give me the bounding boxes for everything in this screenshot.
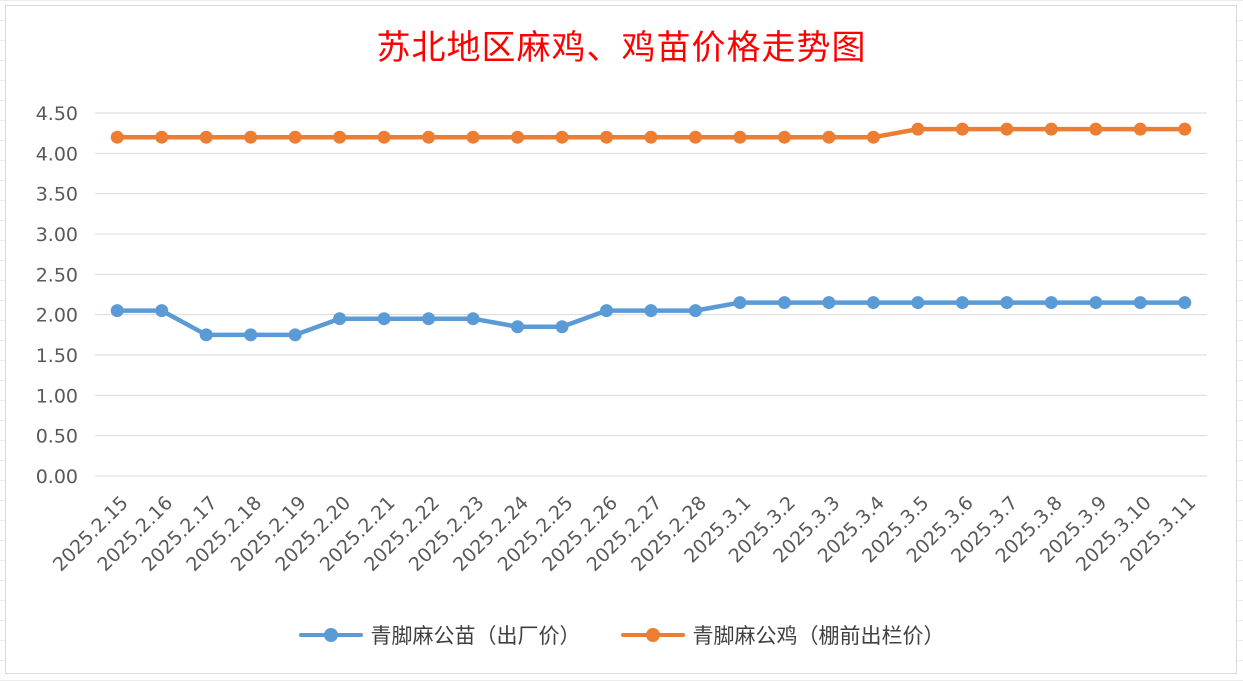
series-2-point [110,130,124,144]
y-tick-label: 0.00 [36,466,78,488]
y-tick-label: 3.00 [36,224,78,246]
series-2-point [688,130,702,144]
series-1-point [110,304,124,318]
series-1-point [555,320,569,334]
series-2-point [333,130,347,144]
series-1-point [511,320,525,334]
legend-item-1: 青脚麻公苗（出厂价） [298,620,581,650]
series-2-point [777,130,791,144]
legend-swatch [620,625,685,645]
y-tick-label: 2.00 [36,305,78,327]
series-1-point [377,312,391,326]
legend: 青脚麻公苗（出厂价） 青脚麻公鸡（棚前出栏价） [0,620,1243,650]
series-1-point [155,304,169,318]
series-1-point [733,296,747,310]
y-tick-label: 3.50 [36,184,78,206]
series-1-point [1000,296,1014,310]
series-2-point [1000,122,1014,136]
series-2-point [733,130,747,144]
series-1-point [644,304,658,318]
legend-item-2: 青脚麻公鸡（棚前出栏价） [620,620,945,650]
y-tick-label: 0.50 [36,426,78,448]
series-2-point [1133,122,1147,136]
series-2-point [1044,122,1058,136]
series-2-point [1089,122,1103,136]
y-tick-label: 2.50 [36,264,78,286]
series-2-point [911,122,925,136]
series-2-point [422,130,436,144]
series-1-point [333,312,347,326]
series-1-point [1133,296,1147,310]
series-1-point [466,312,480,326]
series-2-point [822,130,836,144]
series-1-point [199,328,213,342]
series-1-point [822,296,836,310]
series-2-point [244,130,258,144]
legend-label: 青脚麻公鸡（棚前出栏价） [692,624,945,648]
series-1-point [866,296,880,310]
legend-swatch [298,625,363,645]
series-1-point [911,296,925,310]
series-2-point [199,130,213,144]
series-2-point [466,130,480,144]
y-tick-label: 1.50 [36,345,78,367]
series-1-point [600,304,614,318]
series-1-point [244,328,258,342]
legend-label: 青脚麻公苗（出厂价） [370,624,581,648]
series-2-point [377,130,391,144]
y-tick-label: 1.00 [36,385,78,407]
series-2-point [866,130,880,144]
series-2-point [155,130,169,144]
series-1-point [288,328,302,342]
series-1-point [688,304,702,318]
y-tick-label: 4.50 [36,103,78,125]
series-2-point [1178,122,1192,136]
series-1-point [1044,296,1058,310]
series-2-point [288,130,302,144]
series-1-point [1089,296,1103,310]
series-2-point [511,130,525,144]
y-tick-label: 4.00 [36,143,78,165]
chart-title: 苏北地区麻鸡、鸡苗价格走势图 [376,28,867,68]
series-1-point [955,296,969,310]
series-1-point [777,296,791,310]
series-2-point [555,130,569,144]
series-1-point [1178,296,1192,310]
series-2-point [955,122,969,136]
series-2-point [600,130,614,144]
series-1-point [422,312,436,326]
series-2-point [644,130,658,144]
